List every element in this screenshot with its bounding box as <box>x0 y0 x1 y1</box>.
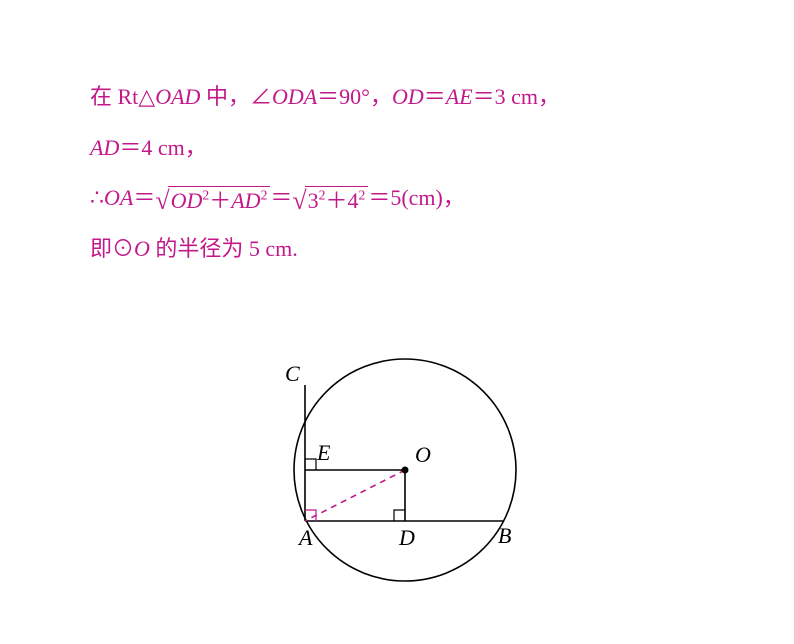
l3-eq1: ＝ <box>133 185 155 210</box>
l4-a: 即⊙ <box>90 236 134 261</box>
l1-ang: ODA <box>272 84 317 109</box>
l1-eqs1: ＝ <box>424 84 446 109</box>
line-3: ∴OA＝√OD2＋AD2＝√32＋42＝5(cm)， <box>90 173 710 224</box>
diagram-svg <box>275 328 525 593</box>
geometry-diagram: O A B C D E <box>275 328 525 593</box>
radical-1: √ <box>155 188 169 214</box>
l3-oa: OA <box>104 185 133 210</box>
sqrt-1: √OD2＋AD2 <box>155 186 270 216</box>
l1-val1: ＝3 cm， <box>473 84 560 109</box>
l2-val: ＝4 cm， <box>119 135 206 160</box>
point-label-B: B <box>498 523 511 549</box>
l1-tri: OAD <box>155 84 200 109</box>
radical-2: √ <box>292 188 306 214</box>
line-4: 即⊙O 的半径为 5 cm. <box>90 224 710 275</box>
l1-v1b: AE <box>446 84 473 109</box>
radicand-2: 32＋42 <box>305 186 369 216</box>
line-2: AD＝4 cm， <box>90 123 710 174</box>
line-1: 在 Rt△OAD 中，∠ODA＝90°，OD＝AE＝3 cm， <box>90 72 710 123</box>
point-label-A: A <box>299 525 312 551</box>
proof-text: 在 Rt△OAD 中，∠ODA＝90°，OD＝AE＝3 cm， AD＝4 cm，… <box>90 72 710 274</box>
point-label-C: C <box>285 361 300 387</box>
point-label-D: D <box>399 525 415 551</box>
l1-eq1: ＝90°， <box>317 84 392 109</box>
l4-tail: 的半径为 5 cm. <box>150 236 298 261</box>
point-label-O: O <box>415 442 431 468</box>
l3-eq2: ＝ <box>270 185 292 210</box>
point-label-E: E <box>317 440 330 466</box>
radicand-1: OD2＋AD2 <box>168 186 271 216</box>
l3-tail: ＝5(cm)， <box>368 185 465 210</box>
l2-v: AD <box>90 135 119 160</box>
l1-mid1: 中，∠ <box>200 84 272 109</box>
l1-prefix: 在 Rt△ <box>90 84 155 109</box>
sqrt-2: √32＋42 <box>292 186 368 216</box>
l3-there: ∴ <box>90 185 104 210</box>
l1-v1a: OD <box>392 84 424 109</box>
l4-o: O <box>134 236 150 261</box>
